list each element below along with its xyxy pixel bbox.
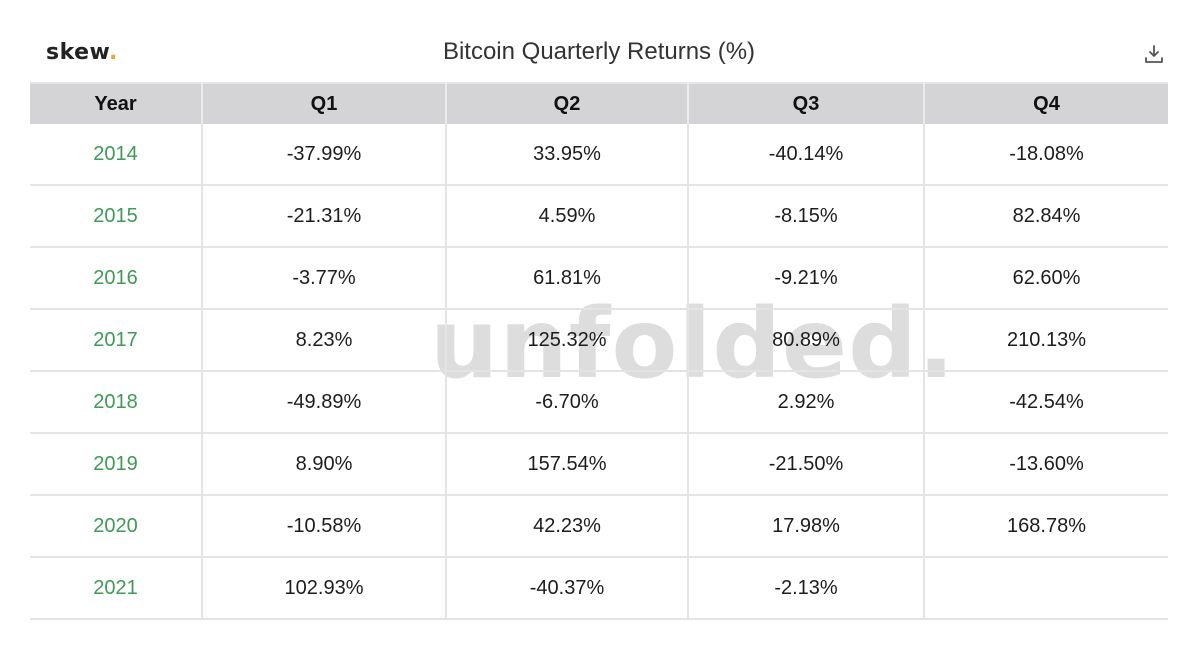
chart-title: Bitcoin Quarterly Returns (%) (442, 38, 756, 65)
return-cell: 157.54% (446, 433, 689, 496)
year-cell: 2020 (30, 495, 203, 558)
return-cell: 8.23% (202, 309, 447, 372)
column-header-year: Year (30, 83, 203, 124)
table-row: 2018 -49.89% -6.70% 2.92% -42.54% (30, 371, 1168, 434)
return-cell: -37.99% (202, 124, 447, 186)
table-row: 2015 -21.31% 4.59% -8.15% 82.84% (30, 185, 1168, 248)
return-cell: -21.50% (688, 433, 925, 496)
return-cell: -2.13% (688, 557, 925, 620)
return-cell: 82.84% (924, 185, 1168, 248)
download-button[interactable] (1142, 42, 1166, 66)
return-cell: -8.15% (688, 185, 925, 248)
column-header-q1: Q1 (202, 83, 447, 124)
column-header-q4: Q4 (924, 83, 1168, 124)
table-row: 2020 -10.58% 42.23% 17.98% 168.78% (30, 495, 1168, 558)
table-row: 2014 -37.99% 33.95% -40.14% -18.08% (30, 124, 1168, 186)
return-cell: 102.93% (202, 557, 447, 620)
logo-text: skew (46, 40, 109, 65)
table-row: 2016 -3.77% 61.81% -9.21% 62.60% (30, 247, 1168, 310)
table-body: 2014 -37.99% 33.95% -40.14% -18.08% 2015 -21.3… (30, 124, 1168, 620)
download-icon[interactable] (1142, 42, 1166, 66)
return-cell: -13.60% (924, 433, 1168, 496)
return-cell: 210.13% (924, 309, 1168, 372)
return-cell: 17.98% (688, 495, 925, 558)
column-header-q3: Q3 (688, 83, 925, 124)
return-cell: 33.95% (446, 124, 689, 186)
return-cell: 42.23% (446, 495, 689, 558)
return-cell: 61.81% (446, 247, 689, 310)
return-cell: -49.89% (202, 371, 447, 434)
return-cell: 8.90% (202, 433, 447, 496)
return-cell: -40.14% (688, 124, 925, 186)
skew-logo: skew. (46, 40, 118, 65)
table-row: 2021 102.93% -40.37% -2.13% (30, 557, 1168, 620)
return-cell: -40.37% (446, 557, 689, 620)
return-cell: -18.08% (924, 124, 1168, 186)
return-cell: 168.78% (924, 495, 1168, 558)
chart-header: skew. Bitcoin Quarterly Returns (%) (30, 22, 1168, 82)
table-row: 2017 8.23% 125.32% 80.89% 210.13% (30, 309, 1168, 372)
returns-table-wrapper: Year Q1 Q2 Q3 Q4 2014 -37.99% 33.95% -40.14% -18… (30, 82, 1168, 620)
returns-table: Year Q1 Q2 Q3 Q4 2014 -37.99% 33.95% -40.14% -18… (30, 82, 1168, 620)
return-cell: -10.58% (202, 495, 447, 558)
return-cell: -42.54% (924, 371, 1168, 434)
return-cell: 80.89% (688, 309, 925, 372)
year-cell: 2021 (30, 557, 203, 620)
year-cell: 2016 (30, 247, 203, 310)
return-cell: -3.77% (202, 247, 447, 310)
year-cell: 2014 (30, 124, 203, 186)
table-header-row: Year Q1 Q2 Q3 Q4 (30, 83, 1168, 124)
return-cell: -21.31% (202, 185, 447, 248)
table-row: 2019 8.90% 157.54% -21.50% -13.60% (30, 433, 1168, 496)
year-cell: 2015 (30, 185, 203, 248)
return-cell: -9.21% (688, 247, 925, 310)
logo-dot: . (108, 40, 118, 65)
column-header-q2: Q2 (446, 83, 689, 124)
year-cell: 2019 (30, 433, 203, 496)
return-cell: -6.70% (446, 371, 689, 434)
year-cell: 2017 (30, 309, 203, 372)
return-cell: 2.92% (688, 371, 925, 434)
return-cell: 4.59% (446, 185, 689, 248)
return-cell (924, 557, 1168, 620)
return-cell: 125.32% (446, 309, 689, 372)
year-cell: 2018 (30, 371, 203, 434)
return-cell: 62.60% (924, 247, 1168, 310)
